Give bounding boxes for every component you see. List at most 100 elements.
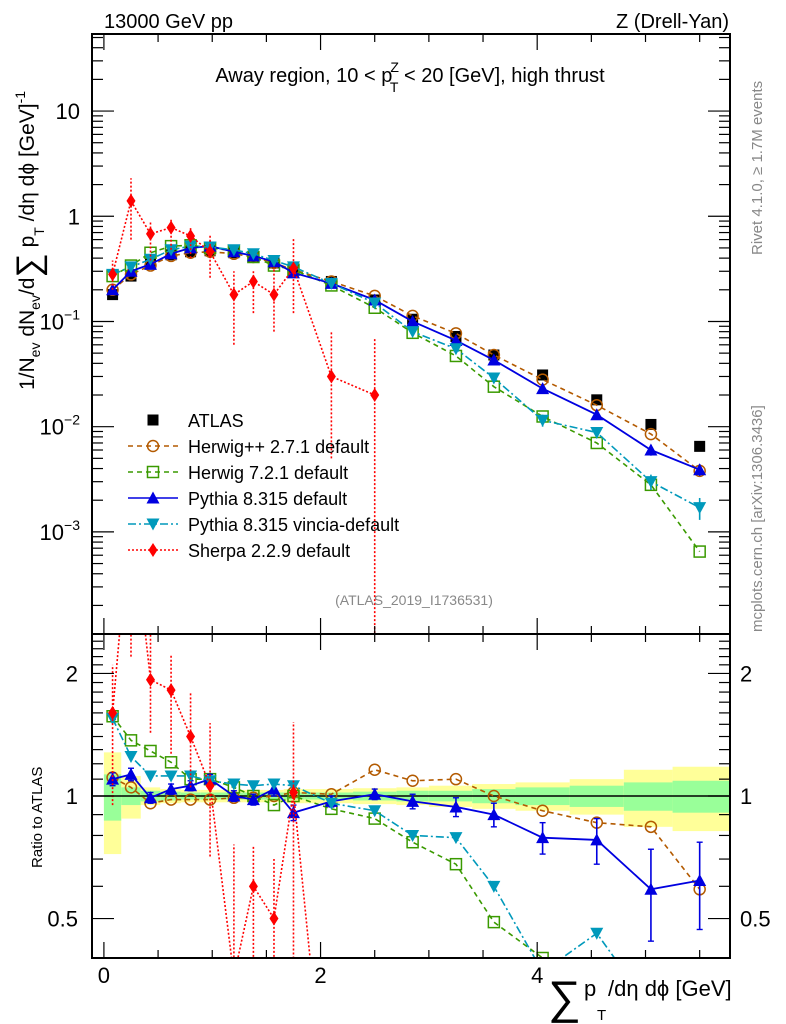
rivet-label: Rivet 4.1.0, ≥ 1.7M events <box>749 81 766 255</box>
data-point <box>693 502 707 515</box>
legend-label: ATLAS <box>188 411 244 431</box>
data-point <box>326 369 336 384</box>
data-point <box>205 244 215 259</box>
ratio-point <box>126 498 135 512</box>
ratio-point <box>487 808 501 821</box>
x-label-sigma: ∑ <box>548 971 581 1023</box>
data-point <box>536 414 550 427</box>
ratio-point <box>536 804 549 817</box>
ratio-point <box>166 683 176 698</box>
ratio-point <box>246 780 260 793</box>
ratio-point <box>106 772 120 785</box>
series-5 <box>108 178 380 634</box>
ratio-panel <box>92 498 730 984</box>
ratio-point <box>368 787 382 800</box>
main-y-axis-label: 1/Nev dNev/d∑ pT /dη dϕ [GeV]-1 <box>10 91 48 390</box>
data-point <box>590 427 604 440</box>
legend-item: Pythia 8.315 vincia-default <box>128 515 399 535</box>
ratio-point <box>246 793 260 806</box>
data-point <box>166 220 176 235</box>
ratio-point <box>164 756 178 769</box>
axes: 0 2 4 10 1 10−1 10−2 10−3 2 2 1 1 0.5 0.5 <box>40 34 771 988</box>
data-point <box>487 372 501 385</box>
data-point <box>644 476 658 489</box>
ratio-point <box>184 793 197 806</box>
ratio-y-tick-label: 0.5 <box>47 907 78 932</box>
data-point <box>126 193 136 208</box>
x-label-subscript: T <box>597 1007 606 1024</box>
legend-label: Pythia 8.315 vincia-default <box>188 515 399 535</box>
data-point <box>269 287 279 302</box>
header-left: 13000 GeV pp <box>104 11 233 33</box>
ratio-point <box>248 879 258 894</box>
legend: ATLAS Herwig++ 2.7.1 default Herwig 7.2.1 … <box>128 411 399 561</box>
data-point <box>644 443 658 456</box>
legend-item: Herwig++ 2.7.1 default <box>128 437 369 457</box>
ratio-point <box>205 778 215 793</box>
series-2 <box>106 239 706 558</box>
x-axis-label: ∑ p T /dη dϕ [GeV] <box>548 971 732 1024</box>
ratio-y-axis-label: Ratio to ATLAS <box>29 767 46 868</box>
ratio-point <box>203 793 217 806</box>
ratio-point <box>229 970 238 984</box>
ratio-point <box>143 770 157 783</box>
ratio-point <box>449 772 463 786</box>
data-point <box>267 254 281 267</box>
plot-title: Away region, 10 < pZ T < 20 [GeV], high t… <box>215 59 605 95</box>
ratio-point <box>368 805 382 818</box>
ratio-point <box>368 763 381 777</box>
ratio-point <box>184 779 198 792</box>
ratio-y-tick-label: 1 <box>66 784 78 809</box>
data-point <box>246 248 260 261</box>
ratio-point <box>536 831 550 844</box>
ratio-point <box>124 781 138 794</box>
y-tick-label: 10−1 <box>40 306 81 334</box>
data-point <box>108 267 118 282</box>
data-point <box>449 333 463 346</box>
ratio-point <box>144 744 157 758</box>
data-point <box>449 343 463 356</box>
ratio-point <box>267 778 281 791</box>
data-point <box>537 369 549 381</box>
data-point <box>124 261 138 274</box>
data-point <box>370 388 380 403</box>
y-tick-label: 1 <box>68 204 80 229</box>
y-tick-label: 10−2 <box>40 412 81 440</box>
ratio-point <box>227 789 241 802</box>
ratio-point <box>124 751 138 764</box>
data-point <box>227 244 241 257</box>
y-tick-label: 10−3 <box>40 517 81 545</box>
mcplots-label: mcplots.cern.ch [arXiv:1306.3436] <box>749 405 766 632</box>
legend-label: Pythia 8.315 default <box>188 489 347 509</box>
legend-marker <box>146 518 160 531</box>
ratio-point <box>124 767 138 780</box>
ratio-point <box>487 789 501 803</box>
ratio-point <box>124 734 138 747</box>
data-point <box>693 463 707 476</box>
x-tick-label: 2 <box>314 963 326 988</box>
legend-item: Herwig 7.2.1 default <box>128 463 348 483</box>
ratio-y-tick-label-right: 1 <box>740 784 752 809</box>
legend-marker <box>148 543 158 557</box>
data-point <box>186 228 196 243</box>
ratio-point <box>693 874 707 887</box>
main-panel <box>106 178 707 634</box>
legend-label: Herwig++ 2.7.1 default <box>188 437 369 457</box>
ratio-point <box>536 951 549 958</box>
ratio-point <box>288 785 298 800</box>
data-point <box>184 240 198 253</box>
legend-item: Pythia 8.315 default <box>128 489 347 509</box>
data-point <box>487 353 501 366</box>
data-point <box>324 277 338 290</box>
x-label-pt: p <box>584 976 596 1001</box>
data-point <box>645 418 657 430</box>
ratio-point <box>143 791 157 804</box>
ratio-point <box>487 880 501 893</box>
legend-item: ATLAS <box>147 411 244 431</box>
x-label-rest: /dη dϕ [GeV] <box>608 976 732 1001</box>
x-tick-label: 4 <box>531 963 543 988</box>
legend-marker <box>146 465 160 479</box>
data-point <box>693 545 706 558</box>
data-point <box>644 427 658 441</box>
